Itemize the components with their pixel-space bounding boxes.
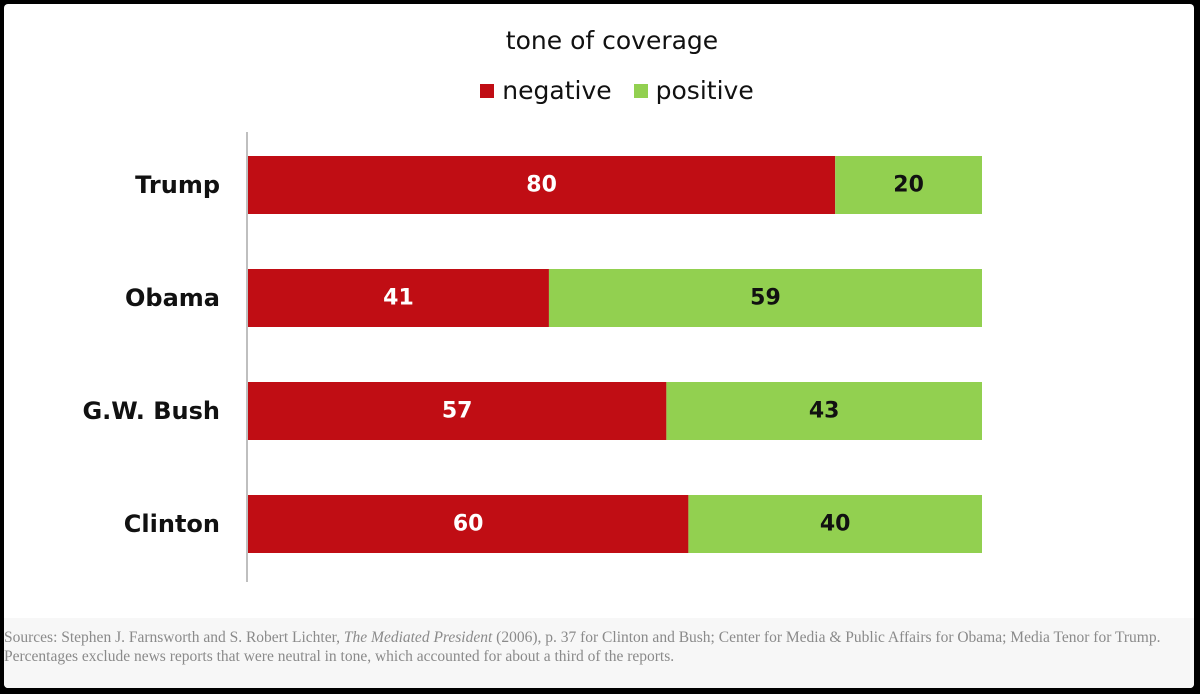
bar-negative-g-w-bush (248, 382, 667, 440)
data-label-positive-trump: 20 (893, 173, 924, 198)
source-text-start: Sources: Stephen J. Farnsworth and S. Ro… (4, 629, 344, 646)
data-label-negative-clinton: 60 (453, 512, 484, 537)
data-label-positive-g-w-bush: 43 (809, 399, 840, 424)
chart-legend: negative positive (4, 76, 1194, 105)
legend-swatch-positive (633, 83, 648, 98)
source-text-end: (2006), p. 37 for Clinton and Bush; Cent… (4, 629, 1161, 665)
source-band (4, 618, 1194, 688)
legend-swatch-negative (480, 83, 495, 98)
data-label-positive-clinton: 40 (820, 512, 851, 537)
bar-positive-clinton (688, 495, 982, 553)
bar-negative-obama (248, 269, 549, 327)
category-label-obama: Obama (125, 284, 220, 312)
data-label-negative-obama: 41 (383, 286, 414, 311)
data-label-negative-g-w-bush: 57 (442, 399, 473, 424)
legend-item-negative: negative (480, 76, 612, 105)
bar-negative-trump (248, 156, 836, 214)
chart-frame: tone of coverage negative positive Trump… (4, 4, 1194, 688)
category-label-g-w-bush: G.W. Bush (82, 397, 220, 425)
bar-positive-g-w-bush (666, 382, 982, 440)
data-label-positive-obama: 59 (750, 286, 781, 311)
category-label-clinton: Clinton (124, 510, 220, 538)
category-label-trump: Trump (135, 171, 220, 199)
data-label-negative-trump: 80 (526, 173, 557, 198)
legend-item-positive: positive (633, 76, 754, 105)
legend-label-negative: negative (502, 76, 612, 105)
bar-positive-obama (548, 269, 982, 327)
source-book-title: The Mediated President (343, 629, 493, 646)
chart-title: tone of coverage (505, 26, 719, 55)
bar-negative-clinton (248, 495, 689, 553)
legend-label-positive: positive (655, 76, 754, 105)
bar-positive-trump (835, 156, 982, 214)
source-note: Sources: Stephen J. Farnsworth and S. Ro… (4, 628, 1194, 666)
bar-chart-plot: Trump 80 20 Obama 41 59 G.W. Bush 57 43 Clinton 60… (82, 132, 982, 582)
